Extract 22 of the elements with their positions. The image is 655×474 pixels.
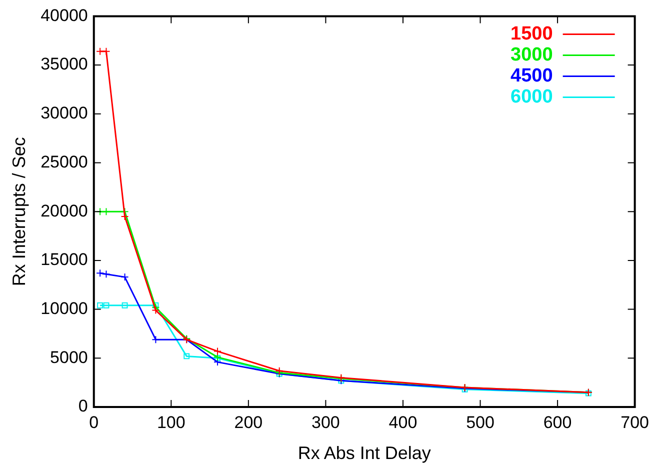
x-tick-label: 500 — [466, 412, 494, 432]
y-tick-label: 40000 — [40, 6, 88, 25]
y-axis-title: Rx Interrupts / Sec — [8, 137, 29, 286]
legend-label: 4500 — [510, 65, 553, 86]
y-tick-label: 5000 — [50, 348, 88, 367]
y-tick-label: 10000 — [40, 298, 88, 318]
y-tick-label: 20000 — [40, 201, 88, 220]
y-tick-label: 35000 — [40, 54, 88, 74]
y-tick-label: 25000 — [40, 152, 88, 172]
legend-label: 1500 — [510, 23, 553, 44]
x-tick-label: 400 — [388, 412, 418, 432]
x-tick-label: 200 — [234, 412, 263, 432]
x-tick-label: 100 — [156, 412, 186, 432]
legend-label: 6000 — [510, 86, 553, 108]
y-tick-label: 30000 — [40, 104, 88, 123]
x-tick-label: 300 — [312, 412, 340, 432]
x-axis-title: Rx Abs Int Delay — [298, 443, 431, 464]
y-tick-label: 0 — [78, 396, 88, 416]
x-tick-label: 700 — [620, 412, 650, 432]
x-tick-label: 600 — [543, 412, 572, 432]
y-tick-label: 15000 — [40, 250, 88, 270]
legend-label: 3000 — [510, 44, 553, 66]
